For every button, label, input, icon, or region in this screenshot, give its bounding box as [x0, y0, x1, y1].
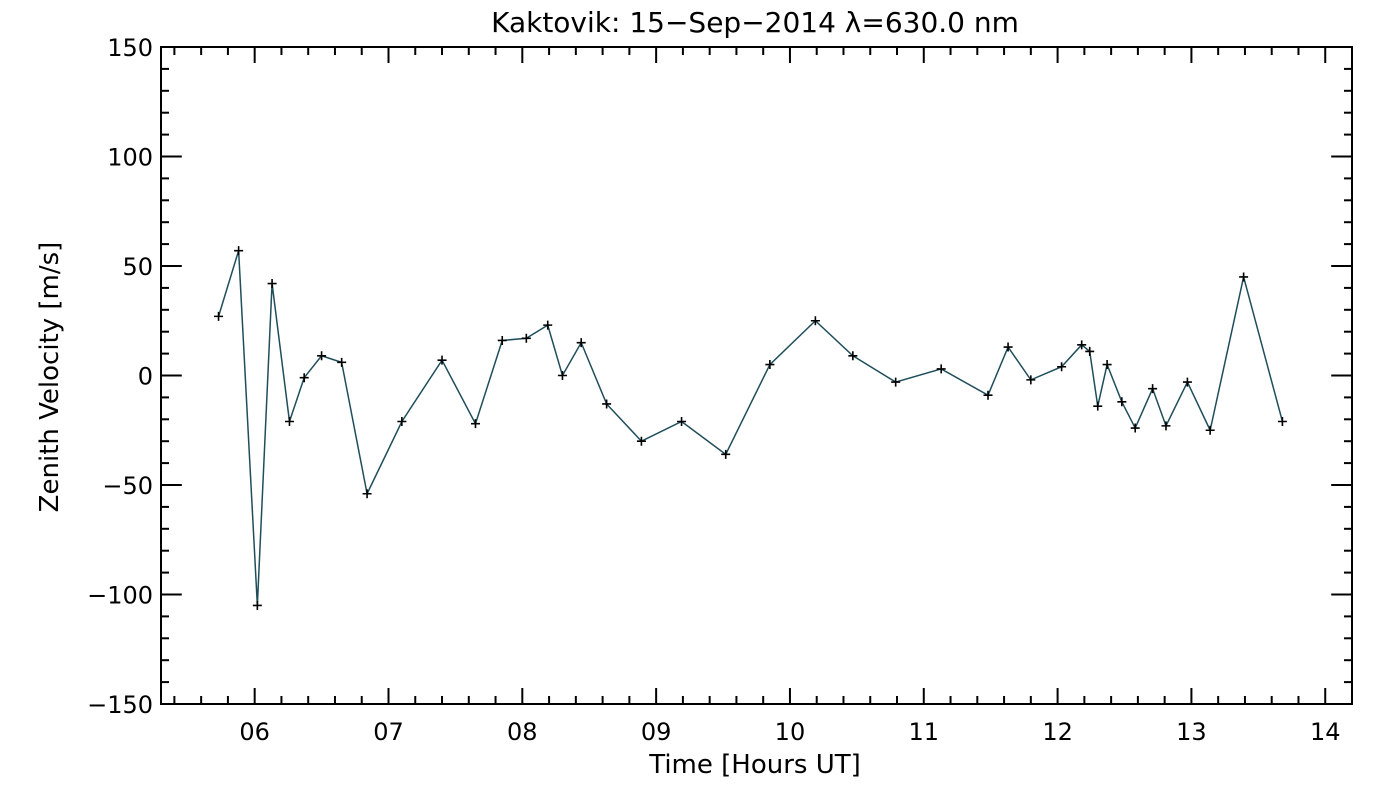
data-point: [521, 333, 531, 343]
data-point: [1102, 360, 1112, 370]
series-layer: [214, 246, 1287, 610]
y-tick-label: −150: [87, 691, 153, 719]
x-tick-label: 07: [373, 718, 404, 746]
data-point: [299, 373, 309, 383]
data-point: [397, 416, 407, 426]
x-tick-label: 14: [1310, 718, 1341, 746]
axis-tick-labels: 06 07 08 09 10 11 12 13 14 −150 −100 −50 0 50 100 150: [87, 34, 1340, 746]
data-point: [497, 335, 507, 345]
data-point: [765, 360, 775, 370]
data-point: [636, 436, 646, 446]
data-point: [1093, 401, 1103, 411]
data-point: [1077, 340, 1087, 350]
data-point: [1161, 421, 1171, 431]
data-point: [721, 449, 731, 459]
y-tick-label: −100: [87, 582, 153, 610]
data-point: [1057, 362, 1067, 372]
data-point: [1239, 272, 1249, 282]
data-point: [1117, 397, 1127, 407]
y-tick-label: 50: [122, 253, 153, 281]
data-point: [810, 316, 820, 326]
data-point: [1085, 346, 1095, 356]
series-line: [217, 250, 1284, 606]
y-tick-label: 100: [107, 144, 153, 172]
y-tick-label: 150: [107, 34, 153, 62]
data-point: [234, 246, 244, 256]
x-axis-label: Time [Hours UT]: [648, 750, 861, 780]
x-tick-label: 10: [775, 718, 806, 746]
data-point: [1148, 384, 1158, 394]
data-point: [470, 419, 480, 429]
data-point: [543, 320, 553, 330]
x-tick-label: 06: [239, 718, 270, 746]
data-point: [1130, 423, 1140, 433]
data-point: [1026, 375, 1036, 385]
y-tick-label: −50: [102, 472, 153, 500]
x-tick-label: 08: [507, 718, 538, 746]
data-point: [1277, 416, 1287, 426]
data-point: [677, 416, 687, 426]
data-point: [557, 371, 567, 380]
data-point: [337, 357, 347, 367]
y-axis-label: Zenith Velocity [m/s]: [35, 242, 65, 513]
chart-title: Kaktovik: 15−Sep−2014 λ=630.0 nm: [491, 6, 1019, 39]
y-tick-label: 0: [138, 363, 153, 391]
data-point: [252, 600, 262, 610]
data-point: [891, 377, 901, 387]
data-point: [602, 399, 612, 409]
x-tick-label: 11: [909, 718, 940, 746]
plot-frame: [160, 46, 1353, 705]
data-point: [983, 390, 993, 400]
x-tick-label: 13: [1176, 718, 1207, 746]
data-point: [1182, 377, 1192, 387]
data-point: [848, 351, 858, 361]
data-point: [214, 311, 224, 321]
data-point: [362, 489, 372, 499]
data-point: [1003, 342, 1013, 352]
data-point: [317, 351, 327, 361]
x-tick-label: 09: [641, 718, 672, 746]
x-tick-label: 12: [1042, 718, 1073, 746]
data-point: [576, 338, 586, 348]
axis-ticks: [161, 46, 1353, 705]
data-point: [437, 355, 447, 365]
data-point: [284, 416, 294, 426]
data-point: [1205, 425, 1215, 435]
data-point: [267, 279, 277, 289]
data-point: [936, 364, 946, 374]
